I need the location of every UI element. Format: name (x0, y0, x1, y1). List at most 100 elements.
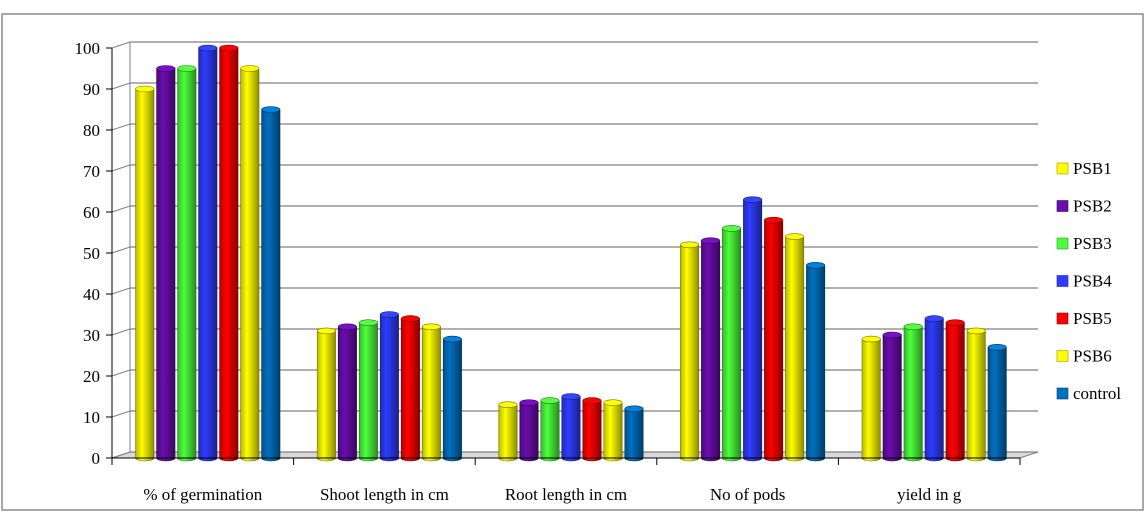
bar-body (945, 322, 965, 462)
bar-body (743, 199, 763, 462)
bar-psb5-2 (400, 315, 420, 462)
bar-control-5 (987, 343, 1007, 462)
legend-label: PSB1 (1073, 159, 1112, 178)
bar-psb5-4 (764, 216, 784, 462)
bar-top (680, 241, 700, 249)
gridline-side (111, 123, 131, 131)
bar-body (177, 68, 197, 462)
bar-body (924, 318, 944, 462)
y-tick-label: 50 (83, 244, 100, 263)
bar-top (540, 397, 560, 404)
bar-body (240, 68, 260, 462)
bar-top (806, 261, 826, 269)
bar-top (519, 399, 539, 406)
bar-psb3-1 (177, 65, 197, 462)
bar-body (421, 326, 441, 462)
bar-body (987, 347, 1007, 462)
bar-psb1-2 (316, 327, 336, 462)
bar-top (240, 65, 260, 72)
bar-body (785, 236, 805, 462)
x-tick-label: Root length in cm (505, 485, 627, 504)
bar-body (722, 228, 742, 462)
gridline-side (111, 287, 131, 295)
bar-body (582, 400, 602, 462)
y-tick-label: 10 (83, 408, 100, 427)
bar-psb3-2 (358, 319, 378, 462)
legend-swatch (1056, 350, 1069, 362)
bar-control-4 (806, 261, 826, 462)
legend-label: control (1073, 384, 1121, 403)
bar-psb5-5 (945, 319, 965, 462)
x-tick-label: % of germination (143, 485, 262, 504)
y-tick-label: 0 (92, 449, 101, 468)
legend-item-psb3: PSB3 (1056, 234, 1112, 253)
bar-psb2-3 (519, 399, 539, 462)
bar-top (785, 233, 805, 240)
bar-psb4-5 (924, 315, 944, 462)
bar-psb6-4 (785, 233, 805, 462)
bar-psb4-3 (561, 393, 581, 462)
bar-body (316, 330, 336, 462)
bar-top (987, 343, 1007, 351)
bar-psb3-4 (722, 225, 742, 462)
axes (106, 47, 1021, 465)
legend-item-psb2: PSB2 (1056, 197, 1112, 216)
y-tick-labels: 0 10 20 30 40 50 60 70 80 90 100 (75, 39, 101, 468)
y-tick-label: 80 (83, 121, 100, 140)
bar-body (198, 47, 218, 462)
gridline-side (111, 410, 131, 418)
gridline-side (111, 451, 131, 459)
bar-top (624, 405, 644, 413)
bar-top (722, 225, 742, 232)
bar-body (219, 47, 239, 462)
bar-body (156, 68, 176, 462)
bar-top (261, 106, 281, 113)
bar-top (582, 397, 602, 404)
bar-body (861, 338, 881, 462)
legend-label: PSB5 (1073, 309, 1112, 328)
bar-psb5-1 (219, 44, 239, 462)
bar-psb4-1 (198, 44, 218, 462)
bar-body (903, 326, 923, 462)
bar-body (624, 408, 644, 462)
bar-psb6-3 (603, 399, 623, 462)
y-tick-label: 20 (83, 367, 100, 386)
bar-top (882, 331, 902, 339)
gridline-side (111, 328, 131, 336)
bar-psb6-2 (421, 323, 441, 462)
bar-body (561, 396, 581, 462)
legend-item-control: control (1056, 384, 1121, 403)
bar-top (219, 44, 239, 52)
bar-body (358, 322, 378, 462)
gridline-side (111, 369, 131, 377)
bar-body (135, 88, 155, 462)
bar-top (135, 85, 155, 93)
bar-psb3-3 (540, 397, 560, 462)
bars (135, 44, 1007, 462)
gridline-side (111, 164, 131, 172)
y-tick-label: 70 (83, 162, 100, 181)
bar-psb1-4 (680, 241, 700, 462)
bar-top (337, 323, 357, 331)
bar-top (903, 323, 923, 331)
bar-top (421, 323, 441, 331)
y-tick-label: 40 (83, 285, 100, 304)
bar-body (379, 314, 399, 462)
bar-body (498, 404, 518, 462)
bar-body (519, 402, 539, 462)
bar-psb1-5 (861, 335, 881, 462)
gridline-side (111, 246, 131, 254)
bar-top (177, 65, 197, 72)
bar-psb2-2 (337, 323, 357, 462)
legend-swatch (1056, 162, 1069, 175)
bar-body (701, 240, 721, 462)
bar-top (701, 237, 721, 244)
x-tick-labels: % of germination Shoot length in cm Root l… (143, 485, 961, 504)
bar-psb2-1 (156, 65, 176, 462)
bar-psb1-3 (498, 401, 518, 462)
x-tick-label: yield in g (897, 485, 962, 504)
bar-psb4-2 (379, 311, 399, 462)
x-tick-label: No of pods (710, 485, 786, 504)
y-tick-label: 90 (83, 80, 100, 99)
